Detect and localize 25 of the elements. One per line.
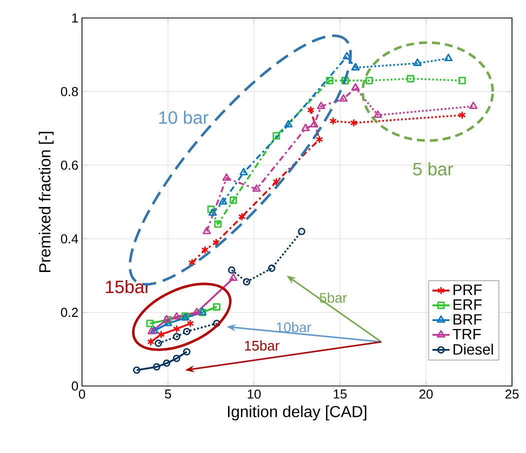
x-tick-label: 0 xyxy=(78,390,86,399)
y-tick-label: 0.8 xyxy=(60,87,78,96)
annotation: 10 bar xyxy=(159,110,208,124)
x-tick-label: 10 xyxy=(248,390,261,399)
annotation: 15bar xyxy=(106,280,150,294)
legend-label: ERF xyxy=(454,299,482,310)
y-tick-label: 0 xyxy=(72,381,78,391)
legend-label: BRF xyxy=(454,314,482,324)
legend-label: PRF xyxy=(454,284,482,295)
annotation: 5bar xyxy=(320,292,347,303)
x-axis-title: Ignition delay [CAD] xyxy=(228,406,366,420)
annotation: 5 bar xyxy=(413,162,453,176)
y-tick-label: 1 xyxy=(72,14,78,22)
legend-label: Diesel xyxy=(454,344,493,355)
legend-label: TRF xyxy=(452,328,481,340)
y-axis-title: Premixed fraction [-] xyxy=(38,132,54,272)
x-tick-label: 25 xyxy=(505,390,519,399)
x-tick-label: 20 xyxy=(419,390,433,399)
y-tick-label: 0.6 xyxy=(60,160,78,170)
y-tick-label: 0.4 xyxy=(60,234,78,244)
annotation: 15bar xyxy=(244,340,280,351)
x-tick-label: 5 xyxy=(164,390,172,399)
annotation: 10bar xyxy=(276,322,312,332)
x-tick-label: 15 xyxy=(334,390,347,399)
y-tick-label: 0.2 xyxy=(60,308,78,317)
